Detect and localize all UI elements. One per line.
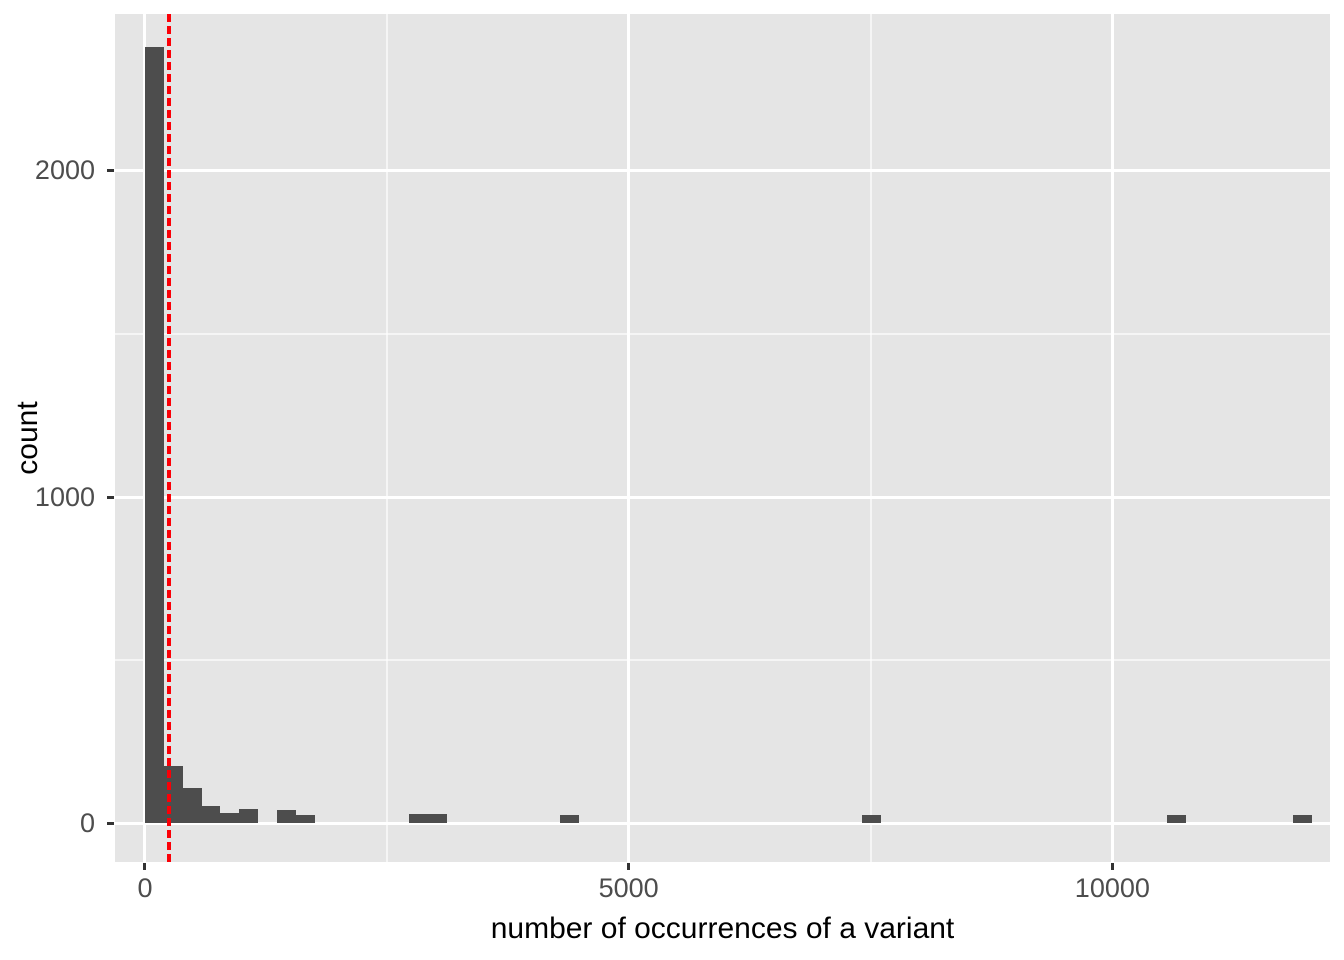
x-axis-tick-label: 0 xyxy=(137,873,153,903)
histogram-bar xyxy=(409,814,447,824)
x-axis-tick-label: 10000 xyxy=(1074,873,1150,903)
histogram-bar xyxy=(1167,815,1187,824)
gridline-horizontal-major xyxy=(115,169,1330,173)
y-axis-tick xyxy=(107,821,114,825)
gridline-horizontal-minor xyxy=(115,659,1330,662)
y-axis-tick-label: 0 xyxy=(79,807,95,838)
histogram-bar xyxy=(201,805,221,824)
histogram-bar xyxy=(1293,815,1313,824)
plot-panel xyxy=(115,14,1330,862)
histogram-bar xyxy=(861,815,881,824)
y-axis-tick xyxy=(107,495,114,499)
histogram-bar xyxy=(559,815,579,824)
x-axis-title: number of occurrences of a variant xyxy=(490,912,955,945)
y-axis-tick-label: 2000 xyxy=(34,155,95,186)
x-axis-tick xyxy=(1110,863,1114,870)
x-axis-tick-label: 5000 xyxy=(598,873,659,903)
gridline-vertical-minor xyxy=(385,14,388,862)
x-axis-tick xyxy=(627,863,631,870)
y-axis-title-wrapper: count xyxy=(8,14,48,862)
gridline-vertical-minor xyxy=(869,14,872,862)
gridline-vertical-major xyxy=(627,14,631,862)
histogram-bar xyxy=(277,809,296,824)
gridline-horizontal-minor xyxy=(115,332,1330,335)
y-axis-tick xyxy=(107,169,114,173)
histogram-bar xyxy=(295,815,315,824)
histogram-bar xyxy=(144,46,164,824)
histogram-bar xyxy=(220,813,240,824)
y-axis-title: count xyxy=(11,401,44,475)
x-axis-tick xyxy=(143,863,147,870)
gridline-horizontal-major xyxy=(115,821,1330,825)
reference-line-vertical xyxy=(167,14,172,862)
gridline-horizontal-major xyxy=(115,495,1330,499)
gridline-vertical-major xyxy=(1110,14,1114,862)
histogram-bar xyxy=(239,809,259,824)
histogram-bar xyxy=(182,788,202,824)
y-axis-tick-label: 1000 xyxy=(34,481,95,512)
